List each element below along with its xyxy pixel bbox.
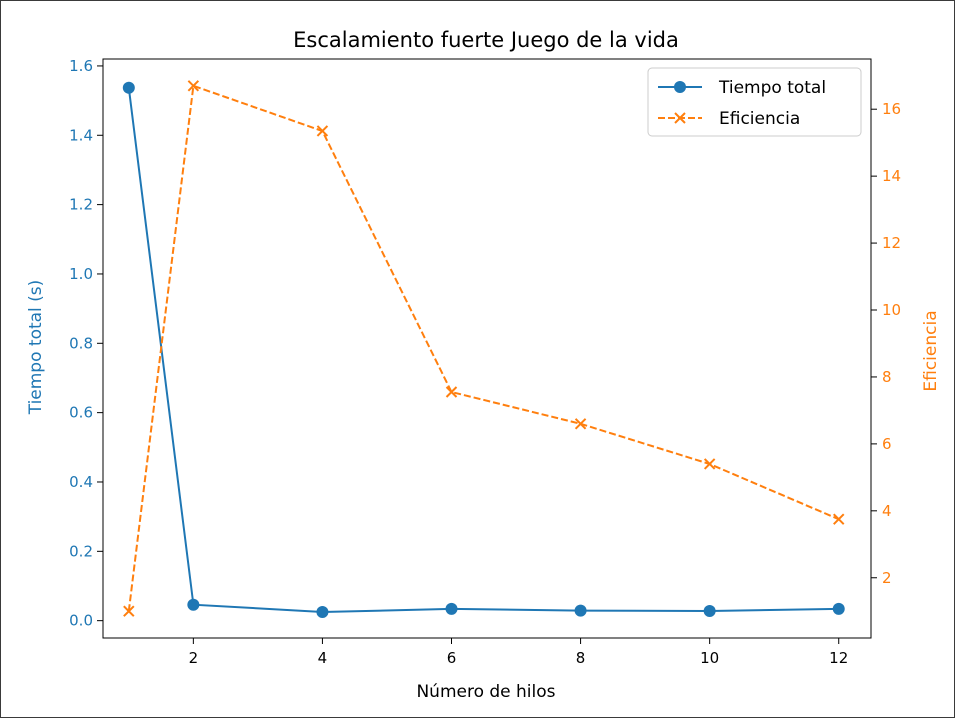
y-axis-label: Tiempo total (s): [26, 280, 46, 416]
y2-tick-label: 4: [882, 502, 892, 520]
legend-marker-eficiencia: [674, 112, 686, 124]
y2-tick-label: 10: [882, 301, 901, 319]
y2-tick-label: 2: [882, 569, 892, 587]
data-point-eficiencia: [574, 418, 587, 430]
y-tick-label: 0.8: [69, 334, 93, 352]
y2-tick-label: 8: [882, 368, 892, 386]
legend: Tiempo total Eficiencia: [647, 67, 862, 137]
x-tick-label: 6: [447, 649, 457, 667]
y2-tick-label: 6: [882, 435, 892, 453]
data-point-eficiencia: [123, 605, 135, 617]
data-point-eficiencia: [703, 458, 716, 470]
series-line-eficiencia: [127, 84, 840, 612]
data-point-eficiencia: [316, 125, 329, 137]
y-tick-label: 1.4: [69, 126, 93, 144]
y-tick-label: 0.6: [69, 404, 93, 422]
x-axis-label: Número de hilos: [416, 682, 555, 702]
data-point-tiempo-total: [122, 81, 135, 94]
y-tick-label: 1.6: [69, 57, 93, 75]
data-point-tiempo-total: [703, 604, 716, 617]
chart-title: Escalamiento fuerte Juego de la vida: [293, 28, 679, 52]
y-tick-label: 0.4: [69, 473, 93, 491]
y-tick-label: 1.2: [69, 196, 93, 214]
y-tick-label: 1.0: [69, 265, 93, 283]
y-tick-label: 0.2: [69, 542, 93, 560]
data-point-eficiencia: [833, 513, 845, 525]
x-tick-label: 2: [189, 649, 199, 667]
axes-frame: [102, 58, 872, 639]
x-tick-label: 4: [318, 649, 328, 667]
x-tick-label: 8: [576, 649, 586, 667]
y2-axis-label: Eficiencia: [921, 310, 941, 391]
y2-tick-label: 16: [882, 100, 901, 118]
data-point-tiempo-total: [832, 602, 845, 615]
y2-tick-label: 12: [882, 234, 901, 252]
data-point-eficiencia: [187, 80, 200, 92]
data-point-eficiencia: [445, 386, 458, 398]
y2-tick-label: 14: [882, 167, 901, 185]
legend-label-tiempo-total: Tiempo total: [718, 78, 826, 98]
data-point-tiempo-total: [187, 598, 200, 611]
data-point-tiempo-total: [445, 602, 458, 615]
x-tick-label: 10: [700, 649, 719, 667]
series-line-tiempo-total: [127, 87, 839, 614]
plot-area: 2 4 6 8 10 12 0.0 0.2 0.4 0.6 0.8 1.0 1.2 1.4 1.6 2 4 6 8 1…: [69, 57, 901, 667]
data-point-tiempo-total: [574, 604, 587, 617]
legend-label-eficiencia: Eficiencia: [719, 109, 800, 129]
x-tick-label: 12: [829, 649, 848, 667]
legend-marker-tiempo-total: [674, 81, 686, 93]
y-tick-label: 0.0: [69, 612, 93, 630]
data-point-tiempo-total: [316, 605, 329, 618]
